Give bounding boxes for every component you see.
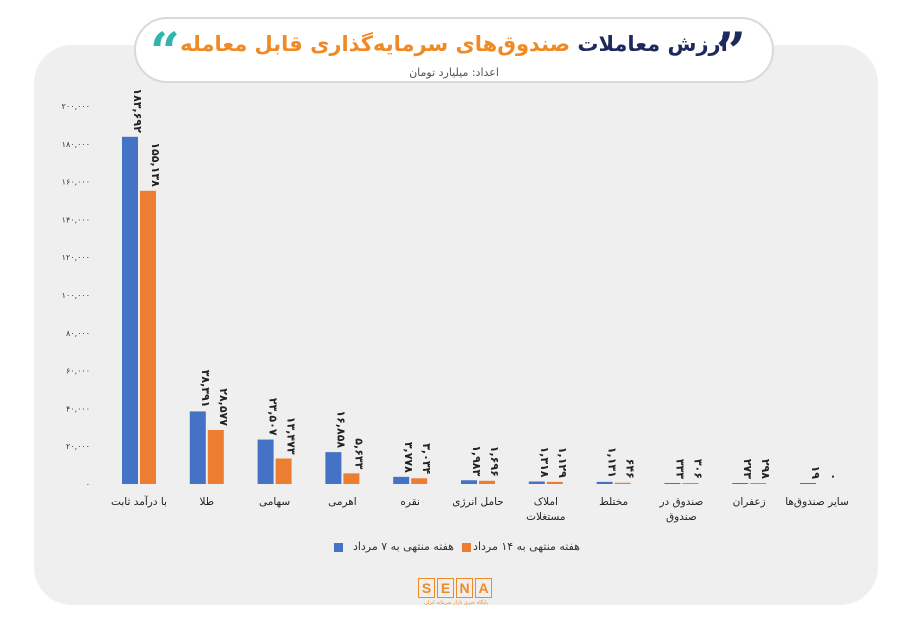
x-category-label: مختلط	[599, 496, 628, 508]
quote-close-icon: ”	[716, 27, 746, 71]
data-label: ۲۷۳	[741, 459, 754, 479]
logo-tagline: پایگاه خبری بازار سرمایه ایران	[424, 600, 488, 606]
y-tick-label: ۱۰۰,۰۰۰	[62, 291, 90, 300]
data-label: ۲۳,۵۰۷	[267, 398, 280, 436]
data-label: ۳,۰۳۴	[420, 443, 433, 474]
data-label: ۳۸,۳۹۱	[199, 370, 212, 408]
data-label: ۱۵۵,۱۳۸	[149, 142, 162, 187]
bar-week14	[343, 473, 360, 484]
data-label: ۱۶,۸۵۸	[334, 410, 347, 448]
logo-letter-s: S	[418, 578, 435, 598]
y-tick-label: ۶۰,۰۰۰	[66, 367, 90, 376]
y-tick-label: ۱۶۰,۰۰۰	[62, 178, 90, 187]
y-tick-label: ۰	[86, 480, 90, 489]
data-label: ۱,۱۲۹	[556, 447, 569, 478]
bar-week14	[479, 480, 495, 484]
chart-card	[34, 45, 878, 605]
data-label: ۱۳,۴۷۳	[285, 417, 298, 455]
data-label: ۱,۹۸۳	[470, 445, 483, 476]
y-tick-label: ۱۴۰,۰۰۰	[62, 215, 90, 224]
data-label: ۳۳۳	[673, 459, 686, 479]
data-label: ۶۴۶	[624, 459, 637, 479]
legend-swatch-series-1	[334, 543, 343, 552]
data-label: ۳۰۶	[691, 459, 704, 479]
bar-week14	[140, 190, 156, 484]
data-label: ۵,۶۳۳	[352, 438, 365, 469]
x-category-label: با درآمد ثابت	[111, 495, 167, 508]
chart-title: ارزش معاملات صندوق‌های سرمایه‌گذاری قابل…	[136, 31, 772, 57]
x-category-label: نقره	[400, 496, 420, 508]
legend-swatch-series-2	[462, 543, 471, 552]
bar-week7	[393, 476, 410, 484]
bar-week14	[682, 483, 699, 484]
data-label: ۲۹۸	[759, 459, 772, 479]
bar-week7	[189, 411, 206, 484]
y-tick-label: ۲۰,۰۰۰	[66, 442, 90, 451]
y-tick-label: ۲۰۰,۰۰۰	[62, 102, 90, 111]
bar-week7	[732, 483, 749, 484]
y-tick-label: ۸۰,۰۰۰	[66, 329, 90, 338]
chart-subtitle: اعداد: میلیارد تومان	[409, 66, 499, 79]
data-label: ۲۸,۵۷۷	[217, 388, 230, 426]
x-category-label: حامل انرژی	[452, 496, 504, 508]
y-tick-label: ۴۰,۰۰۰	[66, 404, 90, 413]
x-category-label: صندوق	[666, 511, 697, 523]
y-tick-label: ۱۲۰,۰۰۰	[62, 253, 90, 262]
title-part-2: صندوق‌های سرمایه‌گذاری قابل معامله	[180, 32, 571, 56]
x-category-label: سایر صندوق‌ها	[785, 496, 849, 508]
title-part-1: ارزش معاملات	[577, 32, 728, 56]
bar-week7	[325, 452, 342, 484]
quote-open-icon: “	[150, 27, 180, 71]
data-label: ۱۹	[809, 466, 822, 480]
logo-letter-e: E	[437, 578, 454, 598]
bar-week14	[207, 429, 224, 484]
sena-logo: S E N A پایگاه خبری بازار سرمایه ایران	[418, 578, 494, 612]
data-label: ۱,۶۹۶	[488, 446, 501, 477]
x-category-label: اهرمی	[328, 496, 357, 508]
x-category-label: طلا	[199, 496, 214, 508]
bar-week7	[257, 439, 274, 484]
bar-week14	[411, 478, 428, 484]
bar-week7	[528, 481, 545, 484]
bar-week7	[664, 483, 681, 484]
x-category-label: مستغلات	[526, 511, 565, 523]
bar-week7	[596, 481, 613, 484]
data-label: ۰	[827, 473, 840, 480]
data-label: ۱,۳۱۸	[538, 446, 551, 477]
title-banner: ارزش معاملات صندوق‌های سرمایه‌گذاری قابل…	[134, 17, 774, 83]
data-label: ۳,۷۷۸	[402, 442, 415, 473]
bar-week14	[275, 458, 292, 484]
x-category-label: زعفران	[733, 496, 766, 508]
bar-week7	[122, 136, 138, 484]
x-category-label: صندوق در	[658, 496, 703, 508]
legend-label-series-1: هفته منتهی به ۷ مرداد	[352, 540, 454, 553]
bar-week7	[461, 480, 477, 484]
data-label: ۱,۱۳۱	[606, 447, 619, 478]
y-tick-label: ۱۸۰,۰۰۰	[62, 140, 90, 149]
data-label: ۱۸۳,۶۹۲	[131, 88, 144, 133]
logo-letter-n: N	[456, 578, 473, 598]
bar-week14	[546, 481, 563, 484]
bar-week7	[800, 483, 816, 484]
x-category-label: املاک	[534, 496, 558, 508]
bar-week14	[614, 482, 631, 484]
x-category-label: سهامی	[259, 496, 290, 508]
bar-week14	[750, 483, 767, 484]
logo-letter-a: A	[475, 578, 492, 598]
legend-label-series-2: هفته منتهی به ۱۴ مرداد	[473, 540, 580, 553]
